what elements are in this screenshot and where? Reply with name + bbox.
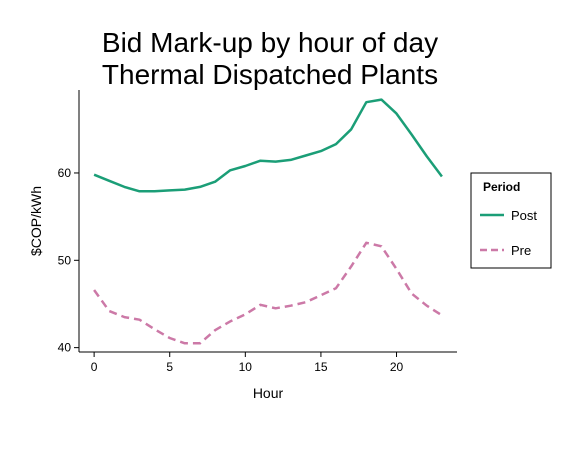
x-axis-ticks: 0 5 10 15 20 — [91, 352, 404, 374]
y-tick-label-60: 60 — [58, 166, 72, 180]
series-line-post — [93, 98, 443, 193]
x-tick-label-0: 0 — [91, 360, 98, 374]
legend-box — [470, 172, 552, 269]
x-axis-label: Hour — [253, 385, 284, 401]
series-line-pre — [93, 241, 443, 345]
x-tick-label-10: 10 — [239, 360, 253, 374]
series-lines — [93, 98, 443, 345]
y-axis-ticks: 40 50 60 — [58, 166, 79, 355]
x-tick-label-20: 20 — [390, 360, 404, 374]
x-tick-label-15: 15 — [314, 360, 328, 374]
legend-label-post: Post — [511, 208, 537, 223]
x-tick-label-5: 5 — [166, 360, 173, 374]
chart-title-line-1: Bid Mark-up by hour of day — [102, 27, 438, 58]
legend-label-pre: Pre — [511, 243, 531, 258]
y-axis-label: $COP/kWh — [28, 186, 44, 256]
chart-title-line-2: Thermal Dispatched Plants — [102, 59, 438, 90]
plot-area: 0 5 10 15 20 40 50 60 — [58, 90, 457, 374]
y-tick-label-40: 40 — [58, 341, 72, 355]
legend-title: Period — [483, 180, 520, 194]
legend: Period Post Pre — [470, 172, 552, 269]
y-tick-label-50: 50 — [58, 253, 72, 267]
